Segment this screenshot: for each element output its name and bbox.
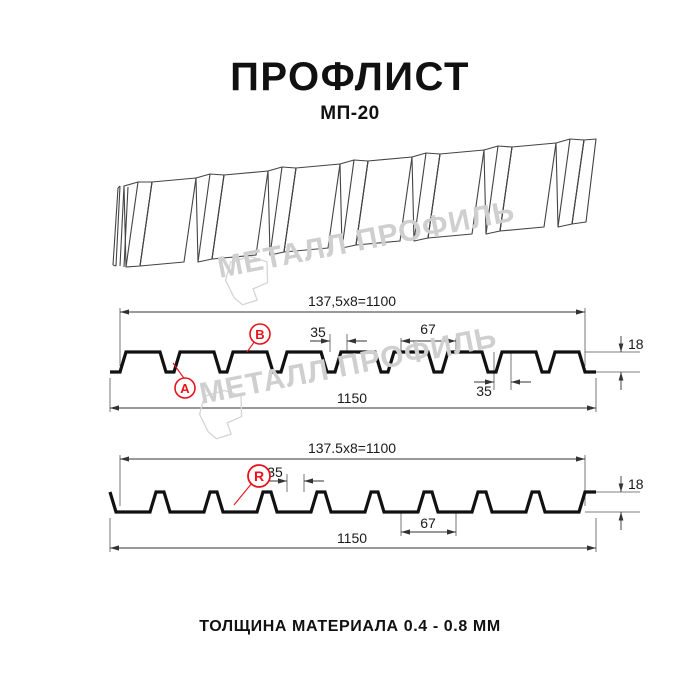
page-title: ПРОФЛИСТ bbox=[230, 55, 470, 99]
dim35-right-a bbox=[474, 379, 531, 385]
dim-top-a: 137,5x8=1100 bbox=[308, 293, 396, 309]
dim-crest-r: 67 bbox=[420, 515, 436, 531]
dim67-r bbox=[401, 529, 456, 535]
height-dimension-a bbox=[618, 336, 624, 390]
height-dimension-r bbox=[618, 476, 624, 530]
dim-flange-right-a: 35 bbox=[476, 383, 492, 399]
dim-bottom-r: 1150 bbox=[337, 530, 367, 546]
marker-label-r: R bbox=[254, 468, 264, 484]
dim-bottom-a: 1150 bbox=[337, 390, 367, 406]
marker-circle-r bbox=[247, 464, 271, 488]
profile-outline-r bbox=[108, 490, 596, 514]
dim-crest-a: 67 bbox=[420, 321, 436, 337]
dim35-r bbox=[267, 478, 324, 484]
marker-label-a: A bbox=[180, 381, 190, 396]
diagram-profile-section-a: 137,5x8=1100 1150 18 bbox=[109, 293, 644, 412]
isometric-sheet-view bbox=[112, 138, 597, 268]
dim-height-a: 18 bbox=[628, 336, 644, 352]
dim-flange-r: 35 bbox=[267, 464, 283, 480]
dim35-left-a bbox=[310, 338, 367, 344]
profile-outline-a bbox=[110, 350, 596, 374]
marker-label-b: B bbox=[255, 327, 264, 342]
page-subtitle: МП-20 bbox=[320, 103, 380, 124]
top-dimension-line-r bbox=[120, 456, 585, 462]
markers-r: R bbox=[233, 464, 271, 506]
bottom-dimension-line-r bbox=[110, 545, 596, 551]
dim-flange-left-a: 35 bbox=[310, 324, 326, 340]
witness-lines-r bbox=[109, 455, 640, 552]
bottom-dimension-line-a bbox=[110, 405, 596, 411]
top-dimension-line-a bbox=[120, 309, 585, 315]
marker-circle-b bbox=[249, 323, 271, 345]
witness-lines-a bbox=[109, 308, 640, 412]
marker-circle-a bbox=[174, 377, 196, 399]
markers-a: A B bbox=[172, 323, 271, 399]
dim67-a bbox=[401, 338, 456, 344]
diagram-profile-section-r: 137.5x8=1100 1150 18 bbox=[108, 440, 644, 552]
dim-top-r: 137.5x8=1100 bbox=[308, 440, 396, 456]
material-thickness-note: ТОЛЩИНА МАТЕРИАЛА 0.4 - 0.8 ММ bbox=[199, 618, 501, 635]
dim-height-r: 18 bbox=[628, 476, 644, 492]
